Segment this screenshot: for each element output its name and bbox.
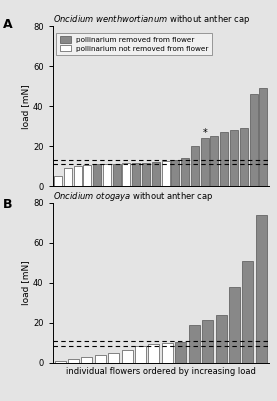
- Bar: [230, 130, 238, 186]
- Bar: [122, 350, 133, 363]
- Bar: [103, 164, 111, 186]
- Y-axis label: load [mN]: load [mN]: [21, 84, 30, 129]
- Text: $\it{Oncidium\ otogaya}$ without anther cap: $\it{Oncidium\ otogaya}$ without anther …: [53, 190, 213, 203]
- Bar: [74, 166, 81, 186]
- Bar: [83, 165, 91, 186]
- Bar: [229, 287, 240, 363]
- Bar: [148, 344, 160, 363]
- Text: $\it{Oncidium\ wenthwortianum}$ without anther cap: $\it{Oncidium\ wenthwortianum}$ without …: [53, 13, 250, 26]
- Bar: [122, 164, 130, 186]
- Bar: [201, 138, 209, 186]
- Bar: [135, 346, 146, 363]
- Bar: [259, 88, 267, 186]
- Bar: [55, 361, 66, 363]
- Bar: [152, 162, 160, 186]
- Bar: [81, 357, 92, 363]
- Bar: [132, 164, 140, 186]
- Bar: [68, 359, 79, 363]
- Bar: [95, 355, 106, 363]
- Bar: [54, 176, 62, 186]
- Bar: [256, 215, 267, 363]
- Bar: [202, 320, 213, 363]
- Bar: [161, 161, 170, 186]
- Bar: [64, 168, 72, 186]
- Bar: [240, 128, 248, 186]
- Y-axis label: load [mN]: load [mN]: [21, 260, 30, 305]
- Text: *: *: [202, 128, 207, 138]
- Legend: pollinarium removed from flower, pollinarium not removed from flower: pollinarium removed from flower, pollina…: [56, 33, 212, 55]
- Bar: [171, 160, 179, 186]
- X-axis label: individual flowers ordered by increasing load: individual flowers ordered by increasing…: [66, 367, 256, 376]
- Text: A: A: [3, 18, 12, 31]
- Text: B: B: [3, 198, 12, 211]
- Bar: [142, 164, 150, 186]
- Bar: [113, 164, 121, 186]
- Bar: [216, 315, 227, 363]
- Bar: [220, 132, 228, 186]
- Bar: [162, 343, 173, 363]
- Bar: [242, 261, 253, 363]
- Bar: [108, 353, 119, 363]
- Bar: [191, 146, 199, 186]
- Bar: [181, 158, 189, 186]
- Bar: [211, 136, 219, 186]
- Bar: [189, 325, 200, 363]
- Bar: [250, 94, 258, 186]
- Bar: [175, 342, 186, 363]
- Bar: [93, 164, 101, 186]
